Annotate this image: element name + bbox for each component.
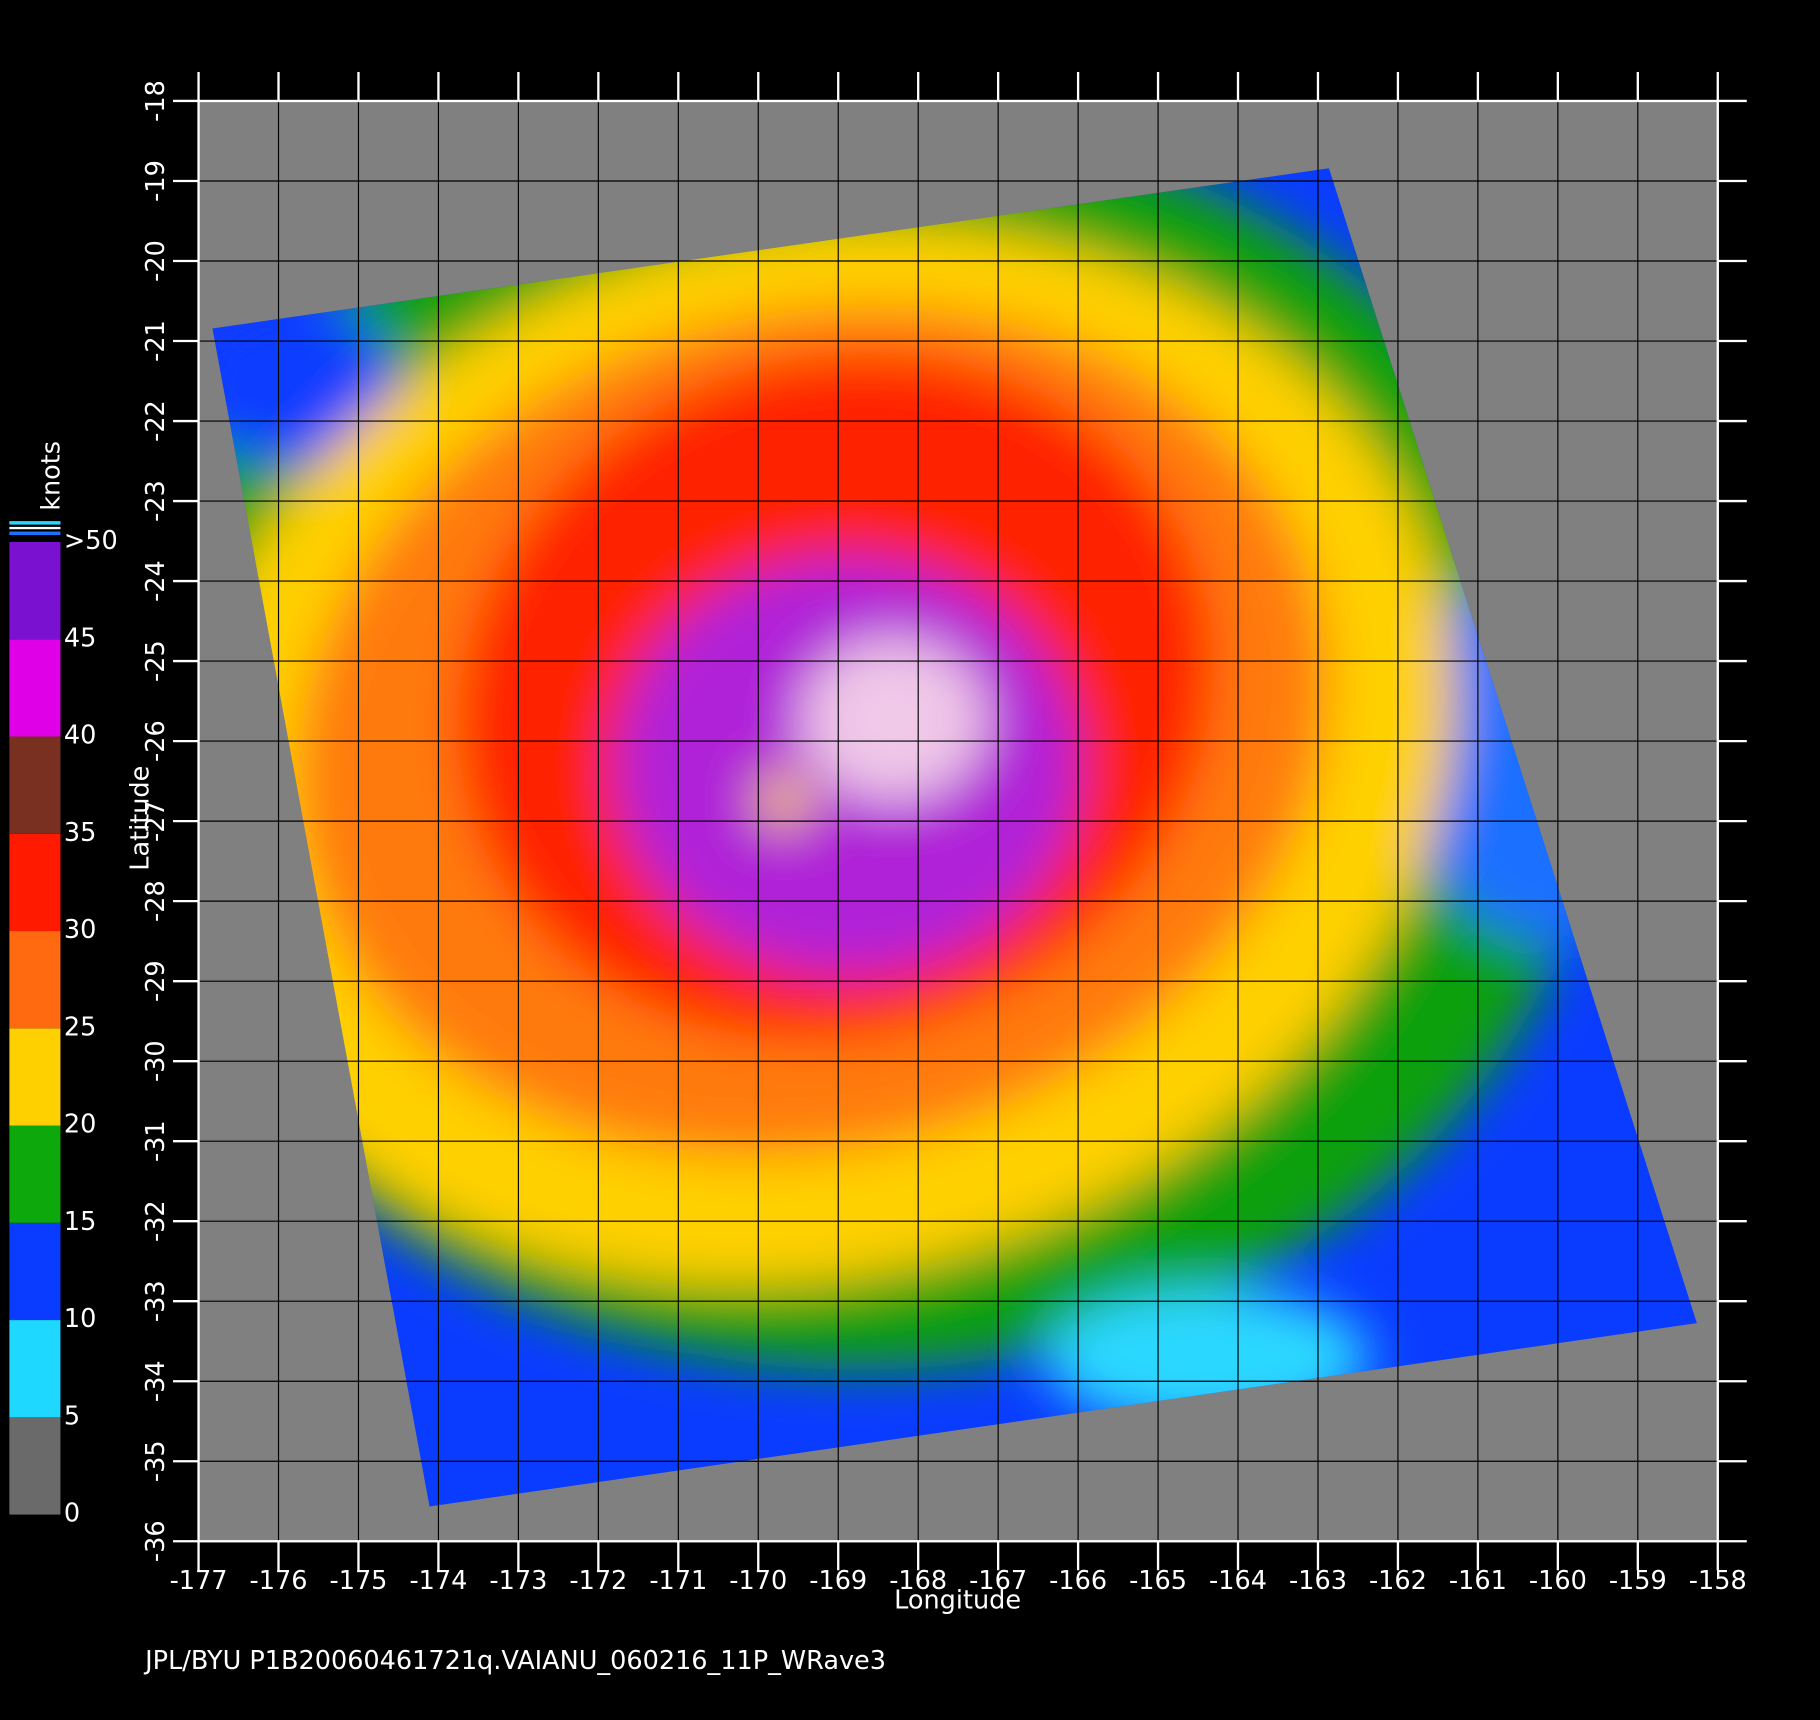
colorbar-tick-label: 5 xyxy=(64,1401,80,1431)
y-tick-label: -25 xyxy=(141,640,171,682)
y-tick-label: -19 xyxy=(141,160,171,202)
y-tick-label: -26 xyxy=(141,720,171,762)
colorbar-bin xyxy=(9,1125,61,1223)
x-tick-label: -165 xyxy=(1129,1566,1187,1596)
x-tick-label: -175 xyxy=(330,1566,388,1596)
x-tick-label: -161 xyxy=(1449,1566,1507,1596)
y-tick-label: -21 xyxy=(141,320,171,362)
colorbar-tick-label: 10 xyxy=(64,1304,96,1334)
x-tick-label: -162 xyxy=(1369,1566,1427,1596)
y-tick-label: -30 xyxy=(141,1040,171,1082)
colorbar-tick-label: >50 xyxy=(64,526,118,556)
colorbar-bin xyxy=(9,1417,61,1515)
colorbar-bin xyxy=(9,1320,61,1418)
x-tick-label: -177 xyxy=(170,1566,228,1596)
axes: -177 -176 -175 -174 -173 -172 -171 -170 -169 -168… xyxy=(141,71,1747,1596)
colorbar-tick-label: 25 xyxy=(64,1012,96,1042)
y-tick-label: -31 xyxy=(141,1120,171,1162)
y-tick-label: -32 xyxy=(141,1200,171,1242)
x-tick-label: -174 xyxy=(409,1566,467,1596)
y-tick-label: -36 xyxy=(141,1520,171,1562)
x-tick-label: -158 xyxy=(1689,1566,1747,1596)
x-axis-label: Longitude xyxy=(894,1586,1021,1616)
y-tick-label: -29 xyxy=(141,960,171,1002)
y-tick-label: -28 xyxy=(141,880,171,922)
colorbar-bin xyxy=(9,931,61,1029)
x-tick-label: -173 xyxy=(489,1566,547,1596)
y-tick-label: -33 xyxy=(141,1280,171,1322)
plot-frame xyxy=(197,99,1719,1543)
colorbar-bin xyxy=(9,1222,61,1321)
x-tick-label: -170 xyxy=(729,1566,787,1596)
footer: JPL/BYU P1B20060461721q.VAIANU_060216_11… xyxy=(143,1646,886,1676)
x-tick-label: -167 xyxy=(969,1566,1027,1596)
y-tick-label: -22 xyxy=(141,400,171,442)
colorbar-tick-label: 30 xyxy=(64,915,96,945)
y-axis-label: Latitude xyxy=(126,766,156,871)
colorbar-bin xyxy=(9,639,61,737)
x-tick-label: -160 xyxy=(1529,1566,1587,1596)
y-tick-label: -35 xyxy=(141,1440,171,1482)
x-tick-label: -172 xyxy=(569,1566,627,1596)
y-tick-label: -27 xyxy=(141,800,171,842)
colorbar-tick-label: 15 xyxy=(64,1207,96,1237)
colorbar-bin xyxy=(9,736,61,834)
colorbar-tick-label: 40 xyxy=(64,721,96,751)
colorbar: knots 0 5 10 15 20 25 30 35 40 45 >50 xyxy=(9,441,118,1529)
y-tick-label: -18 xyxy=(141,80,171,122)
colorbar-bin xyxy=(9,541,61,640)
colorbar-tick-label: 0 xyxy=(64,1499,80,1529)
x-tick-label: -171 xyxy=(649,1566,707,1596)
x-tick-label: -176 xyxy=(250,1566,308,1596)
x-tick-label: -166 xyxy=(1049,1566,1107,1596)
y-tick-label: -24 xyxy=(141,560,171,602)
x-tick-label: -169 xyxy=(809,1566,867,1596)
x-tick-label: -168 xyxy=(889,1566,947,1596)
colorbar-tick-label: 45 xyxy=(64,623,96,653)
colorbar-bin xyxy=(9,833,61,932)
y-tick-label: -34 xyxy=(141,1360,171,1402)
colorbar-bin xyxy=(9,1028,61,1126)
y-tick-label: -23 xyxy=(141,480,171,522)
y-tick-label: -20 xyxy=(141,240,171,282)
colorbar-label: knots xyxy=(36,441,66,511)
x-tick-label: -159 xyxy=(1609,1566,1667,1596)
colorbar-tick-label: 20 xyxy=(64,1110,96,1140)
x-tick-label: -163 xyxy=(1289,1566,1347,1596)
x-tick-label: -164 xyxy=(1209,1566,1267,1596)
colorbar-tick-label: 35 xyxy=(64,818,96,848)
